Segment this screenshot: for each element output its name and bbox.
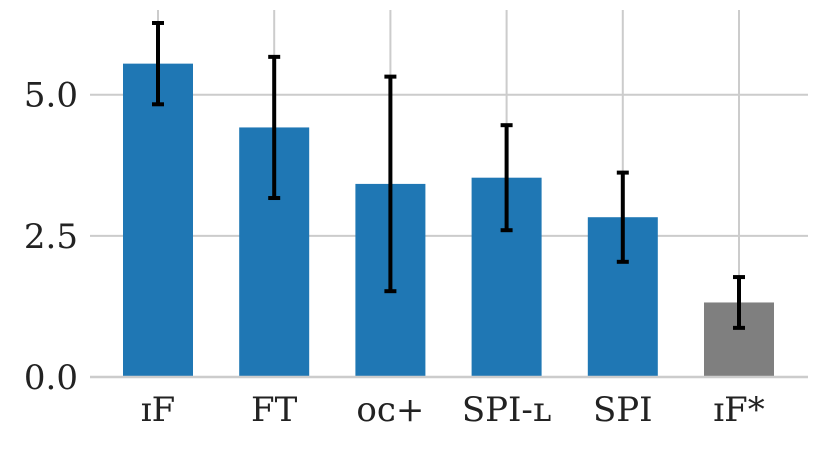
error-bar: [384, 74, 397, 294]
x-tick-label: SPI-ʟ: [462, 390, 552, 430]
bar: [123, 63, 193, 378]
grid-layer: [90, 10, 808, 377]
error-bar: [500, 123, 513, 233]
x-tick-label: ɪF*: [713, 390, 764, 430]
x-tick-label: ɪF: [141, 390, 175, 430]
error-bar: [152, 20, 164, 107]
bar-layer: [123, 63, 774, 378]
error-bar: [733, 275, 745, 330]
error-bar: [268, 54, 281, 201]
x-tick-label: ᴏᴄ+: [356, 390, 424, 430]
y-tick-labels: 0.0 2.5 5.0: [24, 76, 78, 398]
x-tick-label: SPI: [593, 390, 653, 430]
x-tick-labels: ɪF FT ᴏᴄ+ SPI-ʟ SPI ɪF*: [141, 390, 765, 430]
y-tick-label: 5.0: [24, 76, 78, 116]
error-bar-layer: [152, 20, 745, 330]
error-bar: [616, 170, 629, 264]
y-tick-label: 0.0: [24, 358, 78, 398]
x-tick-label: FT: [251, 390, 298, 430]
y-tick-label: 2.5: [24, 217, 78, 257]
